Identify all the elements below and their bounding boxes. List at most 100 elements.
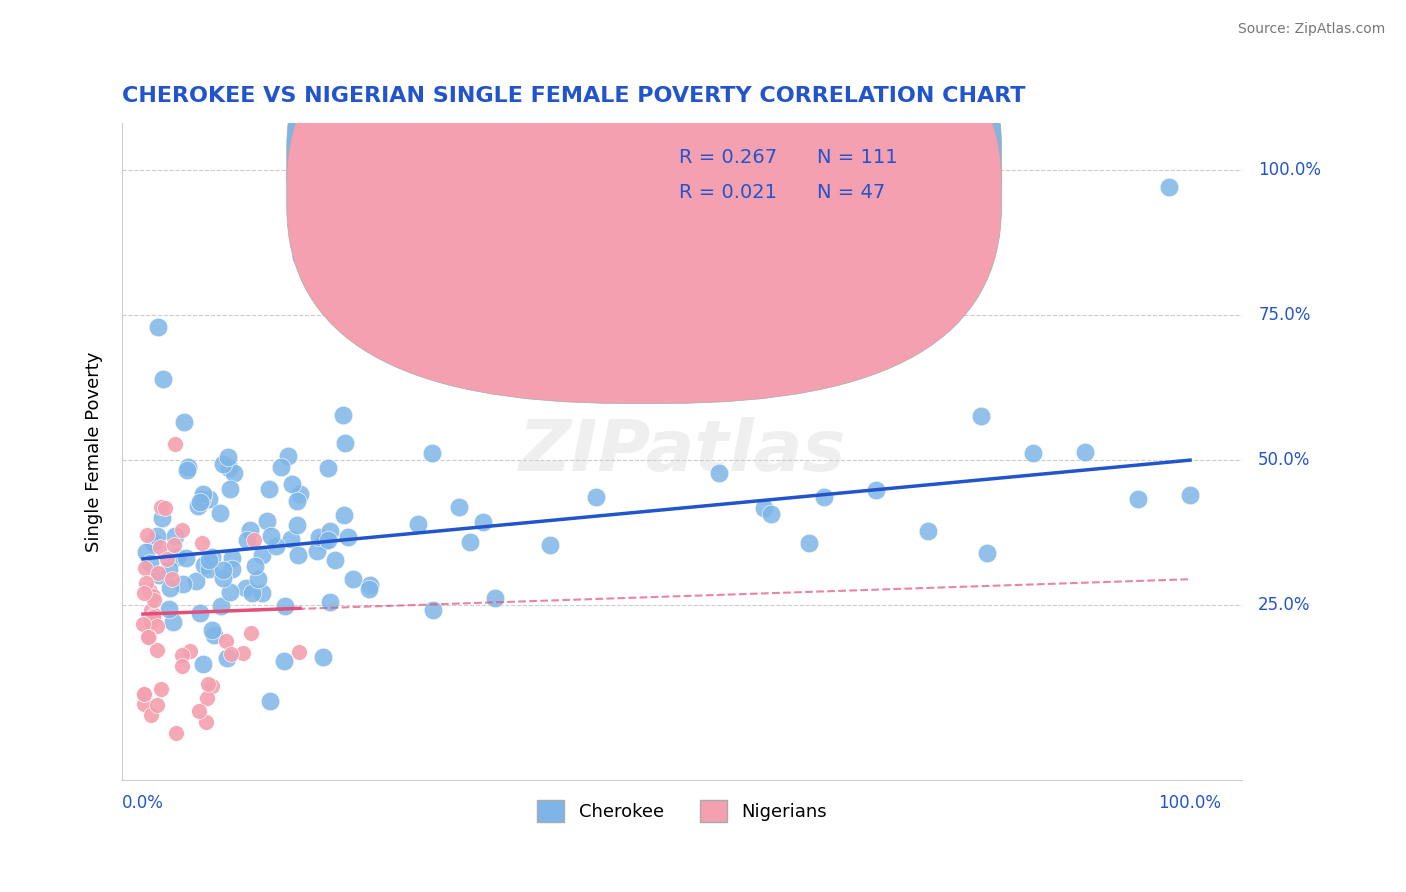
- Point: [257, 482, 280, 496]
- Point: [281, 477, 304, 491]
- Point: [239, 625, 262, 640]
- Point: [139, 556, 162, 570]
- Point: [166, 550, 188, 565]
- Point: [150, 500, 173, 514]
- Point: [146, 619, 169, 633]
- Point: [316, 460, 339, 475]
- Point: [865, 483, 887, 498]
- Point: [270, 459, 292, 474]
- Point: [316, 533, 339, 547]
- Point: [191, 491, 214, 506]
- Point: [287, 548, 309, 562]
- Point: [191, 657, 214, 672]
- Point: [285, 494, 308, 508]
- Point: [260, 528, 283, 542]
- Point: [197, 690, 219, 705]
- Point: [212, 563, 235, 577]
- Point: [239, 524, 262, 538]
- Point: [707, 466, 730, 480]
- Point: [148, 568, 170, 582]
- Text: ZIPatlas: ZIPatlas: [519, 417, 846, 486]
- Point: [277, 449, 299, 463]
- Point: [333, 435, 356, 450]
- Point: [472, 515, 495, 529]
- Point: [141, 603, 163, 617]
- Point: [217, 450, 239, 464]
- Point: [132, 585, 155, 599]
- Point: [163, 538, 186, 552]
- Point: [235, 581, 257, 595]
- Point: [319, 524, 342, 539]
- Point: [152, 372, 174, 386]
- Point: [323, 553, 346, 567]
- Point: [1159, 180, 1181, 194]
- Point: [219, 585, 242, 599]
- Point: [406, 516, 429, 531]
- Point: [447, 500, 470, 515]
- Point: [221, 647, 243, 661]
- Text: N = 111: N = 111: [817, 148, 897, 167]
- Point: [146, 566, 169, 581]
- Point: [250, 549, 273, 563]
- Y-axis label: Single Female Poverty: Single Female Poverty: [86, 351, 103, 551]
- Point: [179, 644, 201, 658]
- Point: [193, 558, 215, 572]
- Point: [232, 646, 254, 660]
- Point: [342, 572, 364, 586]
- Point: [135, 575, 157, 590]
- Point: [274, 599, 297, 613]
- Point: [149, 682, 172, 697]
- Point: [159, 581, 181, 595]
- Point: [797, 535, 820, 549]
- FancyBboxPatch shape: [287, 0, 1001, 368]
- Point: [752, 501, 775, 516]
- Point: [163, 437, 186, 451]
- Point: [156, 551, 179, 566]
- Point: [145, 528, 167, 542]
- Point: [188, 607, 211, 621]
- Point: [132, 617, 155, 632]
- Text: 0.0%: 0.0%: [122, 794, 165, 812]
- Point: [170, 648, 193, 662]
- Point: [176, 463, 198, 477]
- Text: R = 0.267: R = 0.267: [679, 148, 778, 167]
- Point: [209, 506, 232, 520]
- Text: 50.0%: 50.0%: [1258, 451, 1310, 469]
- Point: [247, 572, 270, 586]
- Point: [332, 409, 354, 423]
- Point: [969, 409, 991, 423]
- Point: [221, 561, 243, 575]
- Point: [150, 511, 173, 525]
- Text: 100.0%: 100.0%: [1159, 794, 1222, 812]
- Point: [359, 577, 381, 591]
- Point: [134, 561, 156, 575]
- Text: 25.0%: 25.0%: [1258, 597, 1310, 615]
- Point: [243, 533, 266, 548]
- Point: [314, 534, 336, 549]
- Point: [146, 319, 169, 334]
- Point: [188, 495, 211, 509]
- Point: [538, 538, 561, 552]
- Point: [173, 415, 195, 429]
- Point: [142, 589, 165, 603]
- Point: [165, 726, 187, 740]
- Point: [201, 623, 224, 637]
- Point: [195, 714, 218, 729]
- Point: [132, 697, 155, 711]
- Point: [141, 708, 163, 723]
- Point: [163, 529, 186, 543]
- Point: [319, 595, 342, 609]
- Text: CHEROKEE VS NIGERIAN SINGLE FEMALE POVERTY CORRELATION CHART: CHEROKEE VS NIGERIAN SINGLE FEMALE POVER…: [122, 87, 1025, 106]
- Point: [259, 694, 281, 708]
- Point: [285, 517, 308, 532]
- Point: [202, 627, 225, 641]
- Point: [422, 445, 444, 459]
- Point: [211, 571, 233, 585]
- Point: [149, 541, 172, 555]
- Point: [422, 603, 444, 617]
- Text: R = 0.021: R = 0.021: [679, 183, 778, 202]
- Point: [585, 491, 607, 505]
- Point: [136, 631, 159, 645]
- Point: [191, 535, 214, 549]
- Point: [142, 534, 165, 549]
